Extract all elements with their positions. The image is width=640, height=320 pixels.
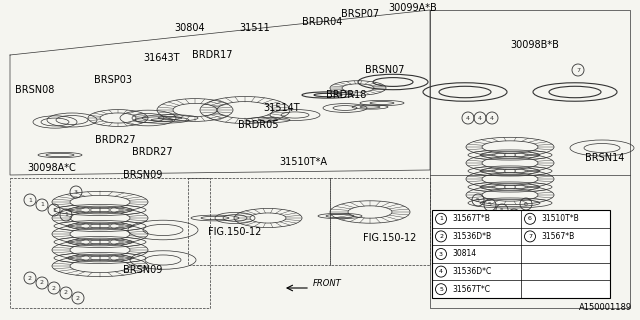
Text: BRSN08: BRSN08 — [15, 85, 54, 95]
Text: A150001189: A150001189 — [579, 303, 632, 312]
Text: BRSN09: BRSN09 — [124, 170, 163, 180]
Text: BRSN14: BRSN14 — [586, 153, 625, 163]
Text: 2: 2 — [28, 276, 32, 281]
Text: 4: 4 — [439, 269, 443, 274]
Text: 31510T*A: 31510T*A — [279, 157, 327, 167]
Text: BRDR18: BRDR18 — [326, 90, 366, 100]
Text: 4: 4 — [478, 116, 482, 121]
Text: 31536D*C: 31536D*C — [452, 267, 492, 276]
Text: BRDR17: BRDR17 — [192, 50, 232, 60]
Text: 2: 2 — [52, 285, 56, 291]
Text: 30098B*B: 30098B*B — [511, 40, 559, 50]
Text: 2: 2 — [40, 281, 44, 285]
Text: 31536D*B: 31536D*B — [452, 232, 491, 241]
Text: 7: 7 — [576, 68, 580, 73]
Text: BRDR27: BRDR27 — [95, 135, 135, 145]
Text: 2: 2 — [76, 295, 80, 300]
Text: 1: 1 — [439, 216, 443, 221]
Text: 31567T*C: 31567T*C — [452, 285, 490, 294]
Bar — [432, 210, 610, 298]
Text: 4: 4 — [466, 116, 470, 121]
Text: 30804: 30804 — [175, 23, 205, 33]
Text: 6: 6 — [528, 216, 532, 221]
Text: 30814: 30814 — [452, 250, 476, 259]
Text: FIG.150-12: FIG.150-12 — [208, 227, 262, 237]
Text: 1: 1 — [64, 212, 68, 218]
Text: 2: 2 — [64, 291, 68, 295]
Text: 3: 3 — [439, 252, 443, 257]
Text: 7: 7 — [528, 234, 532, 239]
Text: 1: 1 — [40, 203, 44, 207]
Text: 3: 3 — [74, 189, 78, 195]
Text: 2: 2 — [439, 234, 443, 239]
Text: 30098A*C: 30098A*C — [28, 163, 76, 173]
Text: FRONT: FRONT — [313, 278, 342, 287]
Text: 5: 5 — [500, 207, 504, 212]
Text: 31514T: 31514T — [264, 103, 300, 113]
Text: BRSN07: BRSN07 — [365, 65, 404, 75]
Text: 31567T*B: 31567T*B — [452, 214, 490, 223]
Text: 1: 1 — [52, 207, 56, 212]
Text: 4: 4 — [490, 116, 494, 121]
Text: 31567*B: 31567*B — [541, 232, 574, 241]
Text: 5: 5 — [476, 197, 480, 203]
Text: 6: 6 — [524, 202, 528, 206]
Text: BRDR04: BRDR04 — [302, 17, 342, 27]
Text: 31643T: 31643T — [144, 53, 180, 63]
Text: 30099A*B: 30099A*B — [388, 3, 437, 13]
Text: BRSP03: BRSP03 — [94, 75, 132, 85]
Text: FIG.150-12: FIG.150-12 — [364, 233, 417, 243]
Text: 5: 5 — [512, 212, 516, 218]
Text: 31510T*B: 31510T*B — [541, 214, 579, 223]
Text: BRDR27: BRDR27 — [132, 147, 172, 157]
Text: 5: 5 — [439, 287, 443, 292]
Text: BRDR05: BRDR05 — [237, 120, 278, 130]
Text: 1: 1 — [28, 197, 32, 203]
Text: 31511: 31511 — [239, 23, 270, 33]
Text: BRSN09: BRSN09 — [124, 265, 163, 275]
Text: 5: 5 — [488, 203, 492, 207]
Text: BRSP07: BRSP07 — [341, 9, 379, 19]
